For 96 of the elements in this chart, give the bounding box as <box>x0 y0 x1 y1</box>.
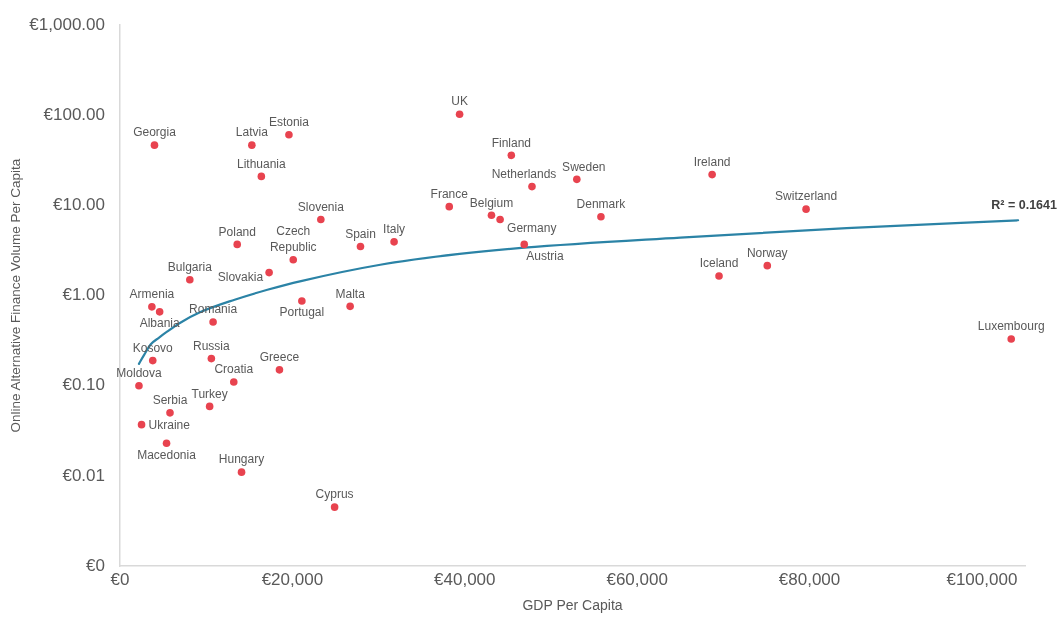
point <box>298 297 306 305</box>
point <box>573 175 581 184</box>
point <box>150 141 159 149</box>
data-label: Macedonia <box>137 447 197 462</box>
data-label: Iceland <box>699 256 739 271</box>
point <box>715 272 723 280</box>
point <box>445 202 454 211</box>
point <box>148 303 156 311</box>
data-label: Sweden <box>562 159 606 174</box>
point <box>186 275 194 284</box>
data-label: France <box>430 186 469 201</box>
y-axis-title: Online Alternative Finance Volume Per Capita <box>7 158 23 433</box>
data-label: Italy <box>383 222 406 237</box>
data-label: Serbia <box>152 393 188 408</box>
point <box>207 354 216 363</box>
point <box>708 170 716 179</box>
data-label: Ukraine <box>148 417 191 432</box>
y-tick-label: €10.00 <box>53 195 105 215</box>
point <box>257 172 266 181</box>
data-label: Greece <box>259 350 300 365</box>
point <box>275 366 284 374</box>
point <box>155 308 164 316</box>
point <box>487 211 496 219</box>
data-label: Finland <box>491 135 531 150</box>
data-label: Russia <box>193 338 231 353</box>
x-tick-label: €100,000 <box>946 569 1018 589</box>
point <box>507 151 516 160</box>
point <box>390 238 398 246</box>
point <box>135 381 143 390</box>
data-label: Moldova <box>116 366 162 381</box>
point <box>237 468 246 476</box>
point <box>248 141 256 149</box>
point <box>162 439 171 448</box>
data-label: Poland <box>218 224 256 239</box>
point <box>1007 335 1016 343</box>
data-label: Germany <box>507 220 557 235</box>
data-label: Portugal <box>279 305 325 320</box>
point <box>148 356 157 365</box>
y-tick-label: €0.01 <box>62 465 105 485</box>
point <box>229 378 238 386</box>
data-label: Albania <box>139 316 180 331</box>
point <box>285 130 293 139</box>
data-label: Turkey <box>191 386 228 401</box>
data-label: Norway <box>746 245 788 260</box>
data-label: Czech Republic <box>269 224 317 255</box>
x-tick-label: €80,000 <box>778 569 841 589</box>
data-label: Armenia <box>129 287 175 302</box>
point <box>205 402 214 411</box>
data-label: Bulgaria <box>167 260 213 275</box>
data-label: Switzerland <box>775 189 838 204</box>
data-label: Slovenia <box>297 199 345 214</box>
data-label: Croatia <box>214 362 254 377</box>
data-label: Malta <box>335 286 366 301</box>
data-label: Belgium <box>469 195 514 210</box>
y-tick-label: €0.10 <box>62 375 105 395</box>
point <box>233 240 242 249</box>
x-tick-label: €60,000 <box>606 569 668 589</box>
y-tick-label: €1,000.00 <box>29 14 105 34</box>
x-tick-label: €0 <box>110 569 130 589</box>
point <box>330 503 339 511</box>
data-label: Estonia <box>268 114 310 129</box>
y-tick-label: €0 <box>86 555 105 575</box>
point <box>265 268 273 277</box>
data-label: UK <box>451 94 468 109</box>
point <box>137 420 146 429</box>
x-tick-label: €20,000 <box>261 569 324 589</box>
point <box>289 255 298 264</box>
data-label: Luxembourg <box>977 319 1045 334</box>
data-label: Ireland <box>693 154 731 169</box>
data-label: Georgia <box>133 125 177 140</box>
y-tick-label: €100.00 <box>43 105 105 125</box>
data-label: Cyprus <box>315 487 354 502</box>
point <box>317 215 325 224</box>
data-label: Denmark <box>576 197 627 212</box>
point <box>597 212 605 221</box>
data-label: Slovakia <box>217 269 264 284</box>
point <box>496 215 504 224</box>
x-axis-title: GDP Per Capita <box>522 597 623 614</box>
point <box>763 261 772 270</box>
data-label: Hungary <box>218 452 265 467</box>
y-tick-label: €1.00 <box>62 285 105 305</box>
point <box>520 240 529 249</box>
point <box>528 182 536 191</box>
data-label: Spain <box>345 226 376 241</box>
x-tick-label: €40,000 <box>434 569 496 589</box>
point <box>356 242 365 251</box>
point <box>802 205 810 213</box>
point <box>209 318 217 326</box>
annotation: R² = 0.1641 <box>991 197 1057 212</box>
data-label: Austria <box>526 248 564 263</box>
point <box>166 409 174 417</box>
point <box>455 110 464 118</box>
data-label: Lithuania <box>236 156 287 171</box>
data-label: Netherlands <box>491 166 557 181</box>
point <box>346 302 354 311</box>
data-label: Latvia <box>235 125 269 140</box>
